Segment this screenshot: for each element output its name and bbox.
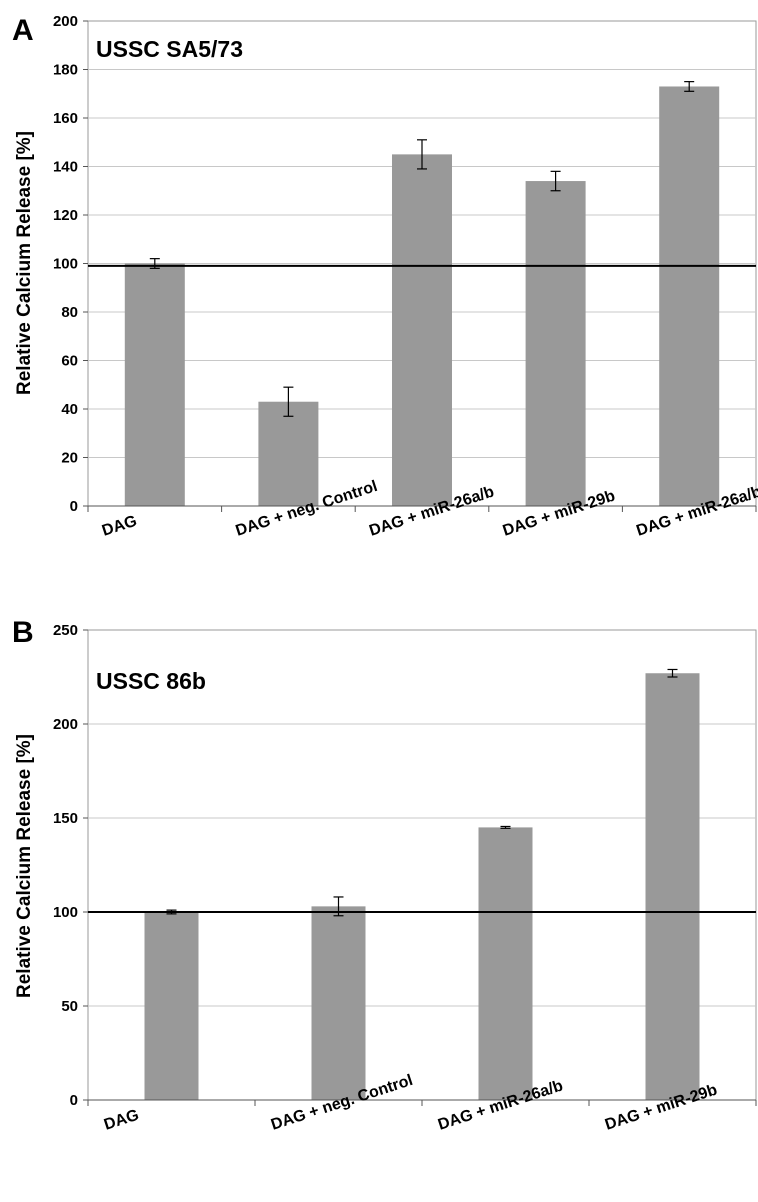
y-tick-label: 80: [61, 304, 78, 321]
y-tick-label: 0: [70, 1092, 78, 1109]
y-tick-label: 140: [53, 159, 78, 176]
panel-b-y-tick-labels: 0 50 100 150 200 250: [53, 622, 88, 1109]
y-tick-label: 160: [53, 110, 78, 127]
error-bar: [550, 170, 561, 192]
bar: [144, 912, 199, 1100]
y-tick-label: 200: [53, 13, 78, 30]
bar: [311, 906, 366, 1100]
panel-a-title: USSC SA5/73: [96, 36, 243, 62]
bar: [258, 401, 319, 506]
error-bar: [417, 139, 427, 170]
bar: [659, 86, 720, 506]
panel-a-bars: [124, 86, 720, 507]
y-tick-label: 180: [53, 62, 78, 79]
y-tick-label: 250: [53, 622, 78, 639]
panel-b-title: USSC 86b: [96, 668, 206, 694]
y-tick-label: 100: [53, 904, 78, 921]
panel-b-x-axis: [87, 1099, 757, 1106]
panel-b-y-axis-title: Relative Calcium Release [%]: [14, 734, 35, 998]
panel-a-x-axis: [87, 505, 757, 512]
bar: [392, 154, 452, 506]
bar: [525, 181, 586, 507]
category-label: DAG: [102, 1107, 141, 1134]
y-tick-label: 60: [61, 353, 78, 370]
error-bar: [667, 668, 678, 678]
y-tick-label: 200: [53, 716, 78, 733]
category-label: DAG: [100, 513, 139, 540]
panel-b-error-bars: [166, 668, 678, 917]
panel-b-letter: B: [12, 616, 34, 649]
panel-a-y-axis-title: Relative Calcium Release [%]: [14, 131, 35, 395]
bar: [645, 673, 700, 1100]
bar: [124, 263, 185, 506]
panel-a-gridlines: [88, 69, 756, 458]
error-bar: [283, 386, 294, 417]
y-tick-label: 50: [61, 998, 78, 1015]
error-bar: [500, 825, 511, 829]
bar: [478, 827, 533, 1100]
y-tick-label: 100: [53, 256, 78, 273]
panel-a-letter: A: [12, 14, 34, 47]
panel-a-y-tick-labels: 0 20 40 60 80 100 120 140 160 180 200: [53, 13, 88, 515]
panel-b-bars: [144, 673, 700, 1100]
y-tick-label: 20: [61, 450, 78, 467]
error-bar: [684, 81, 695, 92]
y-tick-label: 40: [61, 401, 78, 418]
y-tick-label: 120: [53, 207, 78, 224]
panel-a-error-bars: [149, 81, 695, 417]
y-tick-label: 0: [70, 498, 78, 515]
y-tick-label: 150: [53, 810, 78, 827]
